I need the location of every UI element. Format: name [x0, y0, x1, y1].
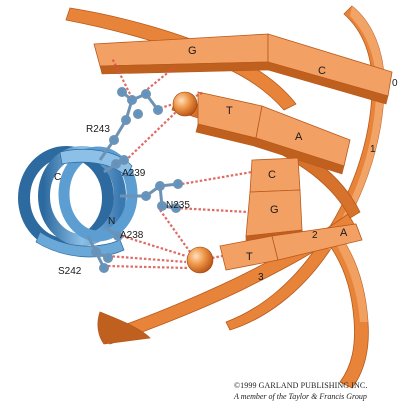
position-2: 2: [312, 230, 318, 241]
hbond-phosphate-t4: [211, 254, 223, 260]
helix-n-terminus-label: N: [108, 216, 115, 227]
base-pair-1: G C: [93, 33, 393, 105]
base-pair-2: T A: [195, 91, 351, 175]
hbond-r243-g2: [143, 65, 177, 93]
phosphate-sphere-upper: [172, 91, 198, 117]
label-r243: R243: [86, 124, 110, 135]
residue-labels: R243 A239 N235 A238 S242: [58, 124, 190, 277]
label-n235: N235: [166, 200, 190, 211]
base-g-third: G: [270, 204, 279, 216]
base-pairs: G C T A C G T A: [93, 33, 393, 271]
copyright-line: ©1999 GARLAND PUBLISHING INC.: [234, 381, 368, 390]
position-1: 1: [370, 144, 376, 155]
base-c-top: C: [318, 65, 326, 77]
base-c-third: C: [268, 169, 276, 181]
side-chain-r243: [98, 87, 163, 161]
side-chain-a239: [103, 155, 129, 174]
hydrogen-bonds: [107, 57, 253, 270]
position-0: 0: [392, 78, 398, 89]
hbond-n235-phosphate: [159, 209, 191, 253]
base-t-fourth: T: [246, 251, 253, 263]
label-s242: S242: [58, 266, 82, 277]
base-a-second: A: [295, 131, 303, 143]
side-chain-a238: [105, 226, 123, 241]
helix-c-terminus-label: C: [54, 172, 61, 183]
base-pair-3: C G: [245, 157, 305, 245]
backbone-strand-right-shade: [326, 6, 385, 250]
base-pair-4: T A: [219, 223, 363, 271]
helix-ribbon-front2: [35, 231, 125, 258]
label-a238: A238: [120, 230, 144, 241]
position-3: 3: [258, 272, 264, 283]
base-a-fourth: A: [340, 227, 348, 239]
side-chain-s242: [86, 235, 113, 273]
label-a239: A239: [122, 168, 146, 179]
publisher-line: A member of the Taylor & Francis Group: [234, 392, 367, 401]
hbond-a239-phosphate: [121, 111, 177, 165]
backbone-lower-bottom: [97, 311, 151, 345]
hbond-phosphate-t: [195, 91, 205, 97]
helix-ribbon-front: [59, 149, 133, 177]
base-g-top: G: [188, 45, 197, 57]
hbond-r243-phosphate: [159, 102, 175, 110]
hbond-n235-g: [175, 206, 249, 214]
backbone-lower-right-shade: [336, 238, 368, 322]
hbond-r243-g: [111, 57, 131, 95]
side-chains: [86, 87, 183, 273]
phosphate-sphere-lower: [186, 246, 214, 274]
base-t-second: T: [226, 105, 233, 117]
hbond-n235-c: [181, 170, 253, 186]
hbond-s242-phosphate: [107, 254, 187, 264]
hbond-a238-phosphate: [121, 234, 187, 258]
hbond-s242-phosphate2: [107, 264, 189, 270]
side-chain-n235: [120, 179, 183, 213]
position-numbers: 0 1 2 3: [258, 78, 398, 283]
